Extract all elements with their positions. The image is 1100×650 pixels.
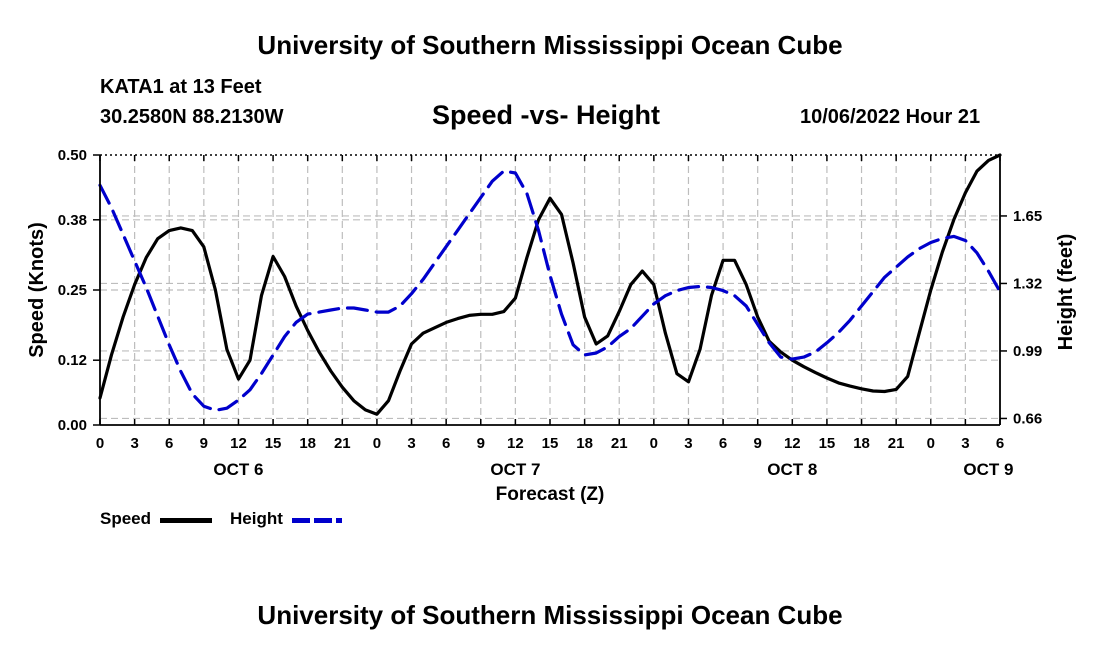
series-line-height: [98, 169, 1002, 412]
y-tick-label: 0.25: [58, 282, 87, 299]
x-date-label: OCT 6: [213, 460, 263, 479]
station-coordinates: 30.2580N 88.2130W: [100, 106, 284, 128]
forecast-timestamp: 10/06/2022 Hour 21: [800, 106, 981, 128]
y-axis-title: Speed (Knots): [26, 222, 48, 358]
chart-subtitle: Speed -vs- Height: [432, 100, 661, 130]
y-tick-label: 0.12: [58, 352, 87, 369]
x-tick-label: 0: [96, 435, 104, 452]
x-tick-label: 3: [407, 435, 415, 452]
x-date-label: OCT 7: [490, 460, 540, 479]
y-tick-label: 0.38: [58, 212, 87, 229]
y-tick-label: 0.50: [58, 147, 87, 164]
x-tick-label: 0: [373, 435, 381, 452]
station-label: KATA1 at 13 Feet: [100, 76, 262, 98]
x-tick-label: 15: [542, 435, 559, 452]
x-tick-label: 9: [477, 435, 485, 452]
x-tick-label: 6: [719, 435, 727, 452]
footer-title: University of Southern Mississippi Ocean…: [257, 600, 843, 630]
y-tick-label: 0.00: [58, 417, 87, 434]
x-tick-label: 3: [961, 435, 969, 452]
x-tick-label: 9: [754, 435, 762, 452]
chart-title: University of Southern Mississippi Ocean…: [257, 30, 843, 60]
x-axis-title: Forecast (Z): [496, 484, 605, 505]
legend-height-label: Height: [230, 509, 283, 528]
x-tick-label: 9: [200, 435, 208, 452]
speed-height-chart: 0 3 6 9 12 15 18 21 0 3 6 9 12 15 18 21 0 3 6 9 12 15 18 21 0 3 6 O…: [26, 147, 1077, 505]
x-tick-label: 18: [576, 435, 593, 452]
x-tick-label: 0: [650, 435, 658, 452]
legend-height-swatch: [292, 518, 342, 523]
x-tick-label: 21: [888, 435, 905, 452]
x-date-label: OCT 9: [963, 460, 1013, 479]
x-tick-label: 12: [507, 435, 524, 452]
x-tick-label: 12: [230, 435, 247, 452]
x-tick-label: 3: [684, 435, 692, 452]
x-tick-label: 12: [784, 435, 801, 452]
x-tick-label: 6: [442, 435, 450, 452]
series-line-speed: [98, 153, 1002, 416]
x-tick-label: 15: [819, 435, 836, 452]
y2-tick-label: 1.32: [1013, 275, 1042, 292]
x-tick-label: 21: [611, 435, 628, 452]
x-tick-label: 6: [996, 435, 1004, 452]
x-tick-label: 15: [265, 435, 282, 452]
x-date-label: OCT 8: [767, 460, 817, 479]
legend-speed-label: Speed: [100, 509, 152, 528]
x-tick-label: 21: [334, 435, 351, 452]
x-tick-label: 3: [130, 435, 138, 452]
x-tick-label: 6: [165, 435, 173, 452]
legend-speed-swatch: [160, 518, 212, 523]
y2-tick-label: 1.65: [1013, 208, 1042, 225]
x-tick-label: 18: [853, 435, 870, 452]
y2-tick-label: 0.99: [1013, 343, 1042, 360]
x-tick-label: 18: [299, 435, 316, 452]
y2-tick-label: 0.66: [1013, 410, 1042, 427]
x-tick-label: 0: [927, 435, 935, 452]
y2-axis-title: Height (feet): [1055, 234, 1077, 351]
